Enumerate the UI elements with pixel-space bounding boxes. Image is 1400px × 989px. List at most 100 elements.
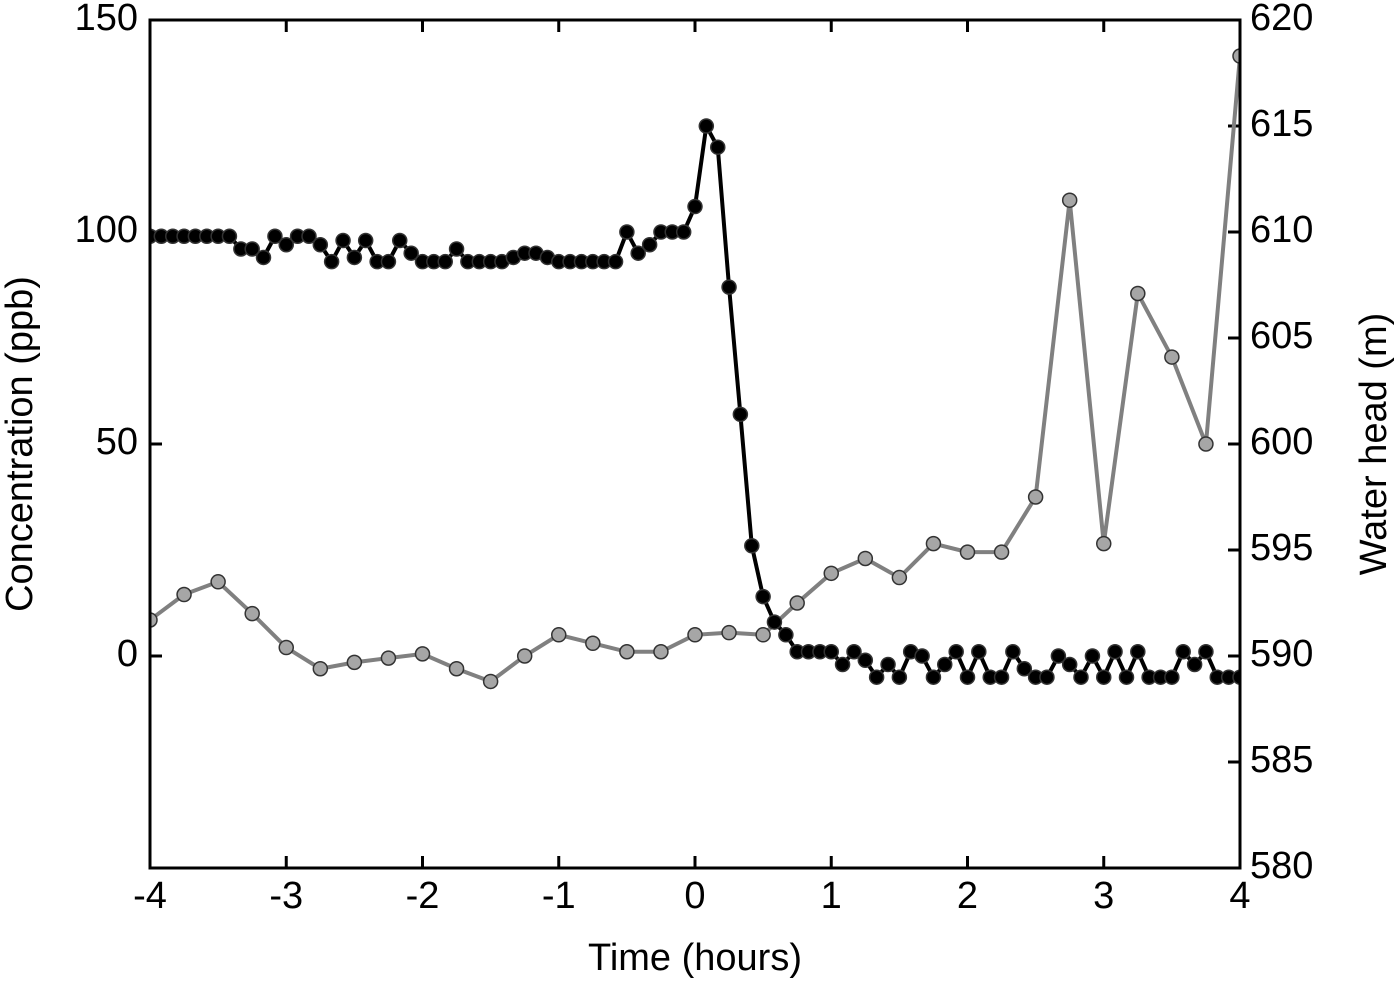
marker xyxy=(653,644,669,660)
marker xyxy=(1130,644,1146,660)
marker xyxy=(403,245,419,261)
marker xyxy=(1084,648,1101,664)
marker xyxy=(437,253,454,270)
marker xyxy=(857,550,874,567)
marker xyxy=(585,635,601,652)
marker xyxy=(744,538,760,554)
y2-tick-label: 590 xyxy=(1250,633,1313,675)
marker xyxy=(721,279,737,295)
marker xyxy=(278,639,294,656)
x-tick-label: 4 xyxy=(1229,875,1250,917)
x-tick-label: 3 xyxy=(1093,875,1114,917)
marker xyxy=(1198,644,1214,660)
x-tick-label: 1 xyxy=(821,875,842,917)
marker xyxy=(675,224,692,240)
marker xyxy=(1175,644,1191,660)
x-axis-label: Time (hours) xyxy=(588,937,802,979)
marker xyxy=(698,118,715,134)
marker xyxy=(346,249,363,266)
marker xyxy=(448,241,465,257)
marker xyxy=(823,644,839,660)
series-line xyxy=(150,55,1240,684)
marker xyxy=(891,669,908,685)
marker xyxy=(448,660,465,677)
marker xyxy=(1061,656,1078,673)
marker xyxy=(1118,669,1135,685)
marker xyxy=(721,624,737,641)
marker xyxy=(380,650,397,666)
y2-tick-label: 620 xyxy=(1250,0,1313,39)
marker xyxy=(1073,669,1089,685)
x-tick-label: 0 xyxy=(684,875,705,917)
marker xyxy=(619,644,635,660)
marker xyxy=(255,249,272,266)
marker xyxy=(1050,648,1067,664)
y2-tick-label: 585 xyxy=(1250,739,1313,781)
marker xyxy=(1186,656,1203,673)
marker xyxy=(880,656,896,673)
marker xyxy=(1232,669,1240,685)
marker xyxy=(1027,489,1044,505)
marker xyxy=(1096,669,1112,685)
marker xyxy=(607,253,624,270)
marker xyxy=(710,139,726,155)
y-tick-label: 0 xyxy=(117,633,138,675)
marker xyxy=(936,656,953,673)
marker xyxy=(323,253,340,270)
x-tick-label: -4 xyxy=(133,875,167,917)
marker xyxy=(1005,644,1021,660)
marker xyxy=(834,656,851,673)
marker xyxy=(993,544,1010,560)
marker xyxy=(1061,192,1078,208)
x-tick-label: -2 xyxy=(406,875,440,917)
marker xyxy=(1130,285,1146,302)
marker xyxy=(482,673,499,690)
marker xyxy=(846,644,862,660)
marker xyxy=(176,586,192,603)
y2-tick-label: 595 xyxy=(1250,527,1313,569)
y2-tick-label: 610 xyxy=(1250,209,1313,251)
marker xyxy=(1198,436,1214,452)
marker xyxy=(630,245,646,261)
y2-tick-label: 580 xyxy=(1250,845,1313,887)
y2-tick-label: 600 xyxy=(1250,421,1313,463)
marker xyxy=(1164,669,1180,685)
marker xyxy=(335,232,351,249)
marker xyxy=(380,253,397,270)
y-tick-label: 150 xyxy=(75,0,138,39)
marker xyxy=(959,544,976,560)
marker xyxy=(210,574,226,590)
marker xyxy=(346,654,363,671)
x-tick-label: 2 xyxy=(957,875,978,917)
marker xyxy=(993,669,1010,685)
marker xyxy=(244,241,260,257)
marker xyxy=(823,565,839,582)
marker xyxy=(891,569,908,586)
marker xyxy=(516,648,533,664)
marker xyxy=(150,612,158,628)
y-axis-label: Concentration (ppb) xyxy=(0,276,41,612)
marker xyxy=(925,669,942,685)
marker xyxy=(641,236,658,253)
marker xyxy=(1107,644,1123,660)
marker xyxy=(551,627,567,643)
y-tick-label: 100 xyxy=(75,209,138,251)
y-tick-label: 50 xyxy=(96,421,138,463)
marker xyxy=(1096,535,1112,552)
marker xyxy=(267,228,283,244)
marker xyxy=(312,236,329,253)
marker xyxy=(687,198,703,215)
marker xyxy=(687,627,703,643)
marker xyxy=(868,669,885,685)
marker xyxy=(789,595,805,611)
marker xyxy=(301,228,317,244)
plot-frame xyxy=(148,18,1242,870)
marker xyxy=(1232,48,1240,64)
marker xyxy=(357,232,374,249)
marker xyxy=(414,646,431,662)
marker xyxy=(619,224,635,240)
marker xyxy=(755,627,771,643)
marker xyxy=(1016,660,1033,677)
marker xyxy=(778,627,794,643)
